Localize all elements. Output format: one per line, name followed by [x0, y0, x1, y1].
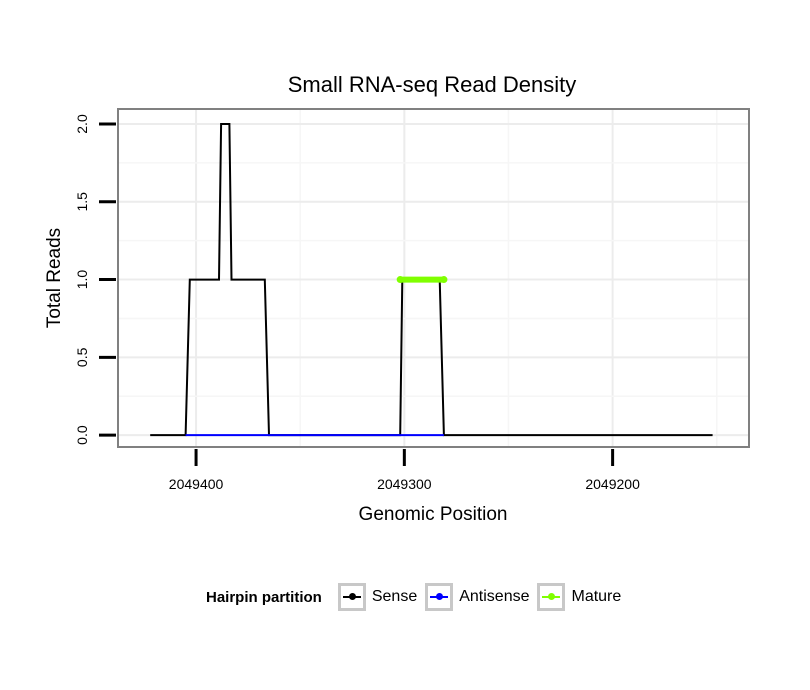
- legend-label-antisense: Antisense: [459, 588, 530, 605]
- series-layer: [150, 123, 713, 437]
- x-tick-label: 2049400: [169, 476, 224, 492]
- chart-title: Small RNA-seq Read Density: [288, 72, 577, 97]
- axes: 0.0 0.5 1.0 1.5 2.0 2049400 2049300 2049200: [74, 114, 640, 492]
- legend-title: Hairpin partition: [206, 588, 322, 606]
- legend-key-sense: [337, 583, 366, 611]
- legend: Hairpin partition Sense Antisense Mature: [206, 580, 629, 614]
- series-point-mature: [440, 276, 448, 284]
- legend-label-mature: Mature: [571, 588, 622, 605]
- y-tick-label: 2.0: [74, 114, 90, 134]
- panel-border: [117, 108, 750, 448]
- legend-item-sense: Sense: [337, 583, 418, 611]
- series-point-mature: [396, 276, 404, 284]
- y-tick-label: 0.0: [74, 425, 90, 445]
- legend-label-sense: Sense: [371, 588, 418, 605]
- legend-key-mature: [537, 583, 566, 611]
- y-axis-label: Total Reads: [44, 228, 65, 328]
- legend-item-antisense: Antisense: [425, 583, 529, 611]
- x-tick-label: 2049200: [585, 476, 640, 492]
- x-axis-label: Genomic Position: [359, 504, 508, 525]
- legend-item-mature: Mature: [537, 583, 621, 611]
- y-tick-label: 0.5: [74, 347, 90, 367]
- y-tick-label: 1.0: [74, 270, 90, 290]
- legend-key-antisense: [425, 583, 454, 611]
- x-tick-label: 2049300: [377, 476, 432, 492]
- y-tick-label: 1.5: [74, 192, 90, 212]
